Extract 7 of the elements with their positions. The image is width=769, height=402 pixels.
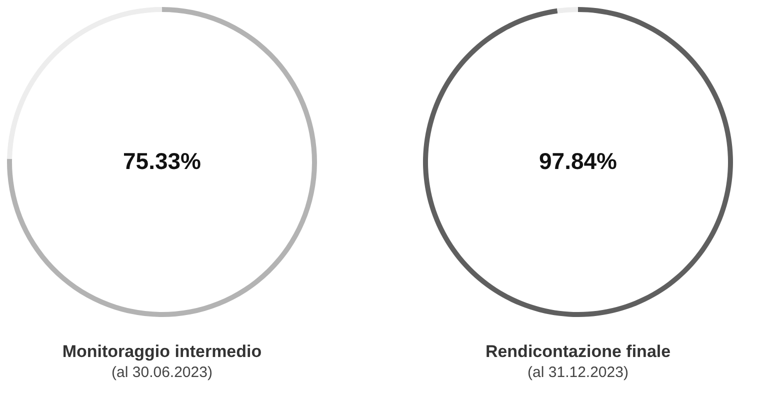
text: 97.84%	[538, 148, 618, 174]
text: (al 31.12.2023)	[528, 364, 628, 381]
text: Monitoraggio intermedio	[62, 342, 262, 361]
text: Rendicontazione finale	[485, 342, 671, 361]
text: 75.33%	[122, 148, 202, 174]
donut-slice	[7, 7, 317, 317]
text: (al 30.06.2023)	[112, 364, 212, 381]
